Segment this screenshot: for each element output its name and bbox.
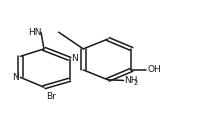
Text: Br: Br — [46, 92, 56, 101]
Text: OH: OH — [147, 65, 161, 74]
Text: NH: NH — [125, 76, 138, 85]
Text: N: N — [71, 54, 78, 63]
Text: 2: 2 — [134, 80, 138, 86]
Text: N: N — [12, 73, 19, 82]
Text: HN: HN — [28, 28, 42, 37]
